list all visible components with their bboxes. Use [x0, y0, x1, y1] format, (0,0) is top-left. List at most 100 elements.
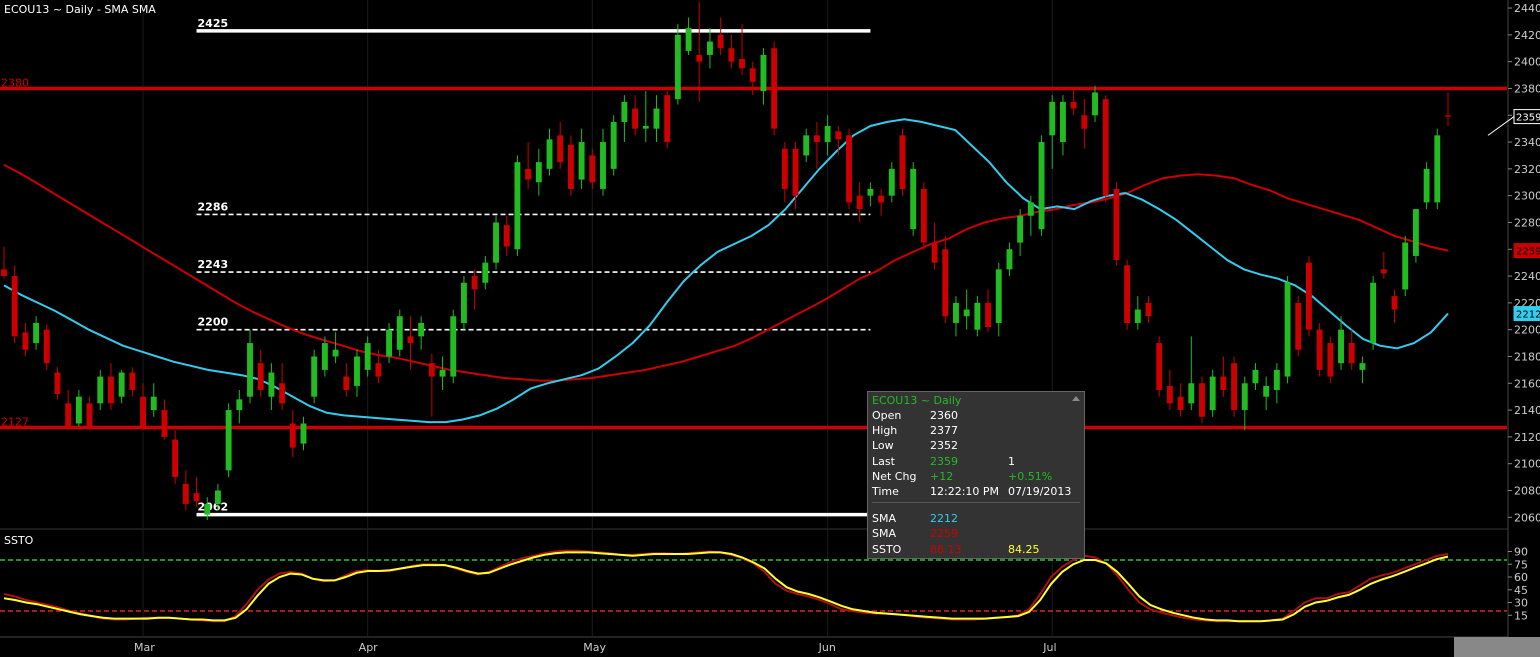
time-tick-label: Apr [359, 641, 379, 654]
candle-body [289, 423, 296, 448]
candle [460, 276, 467, 330]
candle [1316, 322, 1323, 377]
candle [1166, 369, 1173, 411]
collapse-caret-icon[interactable] [1072, 396, 1080, 401]
candle-body [1081, 115, 1088, 129]
candle [118, 369, 125, 404]
candle [824, 115, 831, 156]
candle [386, 322, 393, 364]
candle-body [204, 503, 211, 515]
info-row-value2: 84.25 [1008, 542, 1040, 556]
candle-body [503, 225, 510, 247]
candle-body [268, 372, 275, 397]
candle [1006, 242, 1013, 277]
candle [685, 17, 692, 55]
candle [150, 383, 157, 417]
candle [1445, 92, 1451, 126]
candle-body [856, 195, 863, 210]
candle-body [321, 343, 328, 370]
candle [813, 121, 820, 169]
candle [407, 316, 414, 370]
candle-body [1263, 385, 1270, 397]
price-tick-label: 2400 [1514, 56, 1540, 69]
price-tick-label: 2200 [1514, 324, 1540, 337]
candle-body [920, 188, 927, 243]
candle [1359, 356, 1366, 384]
info-row-value2: +0.51% [1008, 469, 1053, 483]
candle [1391, 289, 1398, 323]
candle-body [1295, 302, 1302, 350]
candle [567, 135, 574, 196]
candle [792, 142, 799, 210]
candle-body [888, 168, 895, 196]
candle [1145, 296, 1152, 323]
candle-body [1, 269, 7, 277]
candle [1038, 135, 1045, 236]
ssto-d-line [3, 551, 1449, 623]
osc-tick-label: 45 [1514, 584, 1528, 597]
candle [717, 17, 724, 55]
candle-body [1049, 101, 1056, 136]
candle [1113, 182, 1120, 266]
candle [1017, 209, 1024, 256]
level-label: 2243 [198, 258, 229, 271]
candle [257, 349, 264, 397]
info-row-value: 12:22:10 PM [930, 485, 1000, 498]
candle-body [1156, 343, 1163, 390]
candle-body [428, 363, 435, 377]
candle-body [1231, 363, 1238, 411]
candle [418, 316, 425, 350]
candle [557, 121, 564, 169]
candle-body [1038, 142, 1045, 230]
info-row-value: 2360 [930, 409, 958, 422]
candle-body [771, 48, 778, 129]
candle-body [707, 41, 713, 55]
candle [289, 410, 296, 457]
candle-body [118, 372, 125, 397]
candle-body [846, 135, 852, 203]
candle-body [407, 336, 414, 344]
candle-body [1092, 92, 1098, 116]
price-marker [1513, 243, 1540, 259]
candle-body [214, 490, 221, 504]
oscillator-name: SSTO [4, 534, 34, 547]
info-row-value: 88.13 [930, 542, 962, 556]
level-label: 2062 [198, 501, 229, 514]
candle-body [567, 144, 574, 189]
candle-body [150, 396, 157, 411]
candle-body [343, 376, 350, 390]
candle-body [311, 356, 318, 397]
price-tick-label: 2440 [1514, 2, 1540, 15]
candle [364, 336, 371, 377]
candle-body [1145, 302, 1152, 317]
candle [1059, 95, 1066, 156]
candle [578, 128, 585, 189]
candle-body [471, 276, 478, 290]
candle-body [332, 349, 339, 357]
candle [1188, 336, 1195, 411]
candle-body [1423, 168, 1430, 203]
candle [1081, 99, 1088, 149]
candle [610, 115, 617, 176]
candle-body [193, 493, 200, 502]
osc-tick-label: 30 [1514, 597, 1528, 610]
candle [525, 142, 532, 189]
candle-body [75, 396, 82, 424]
info-row-label: SMA [872, 512, 896, 526]
price-tick-label: 2160 [1514, 377, 1540, 390]
candle-body [1209, 376, 1216, 411]
scroll-thumb[interactable] [1454, 637, 1540, 657]
candle-body [257, 363, 264, 390]
candle-body [300, 423, 307, 444]
candle-body [589, 155, 596, 183]
candle [621, 95, 628, 143]
candle-body [557, 135, 564, 163]
info-row-label: SSTO [872, 542, 902, 556]
info-row-value2: 1 [1008, 454, 1015, 468]
last-price-connector [1487, 116, 1515, 136]
candle-body [824, 125, 831, 143]
candle [835, 125, 842, 156]
candle-body [931, 242, 938, 263]
candle-body [236, 399, 243, 411]
